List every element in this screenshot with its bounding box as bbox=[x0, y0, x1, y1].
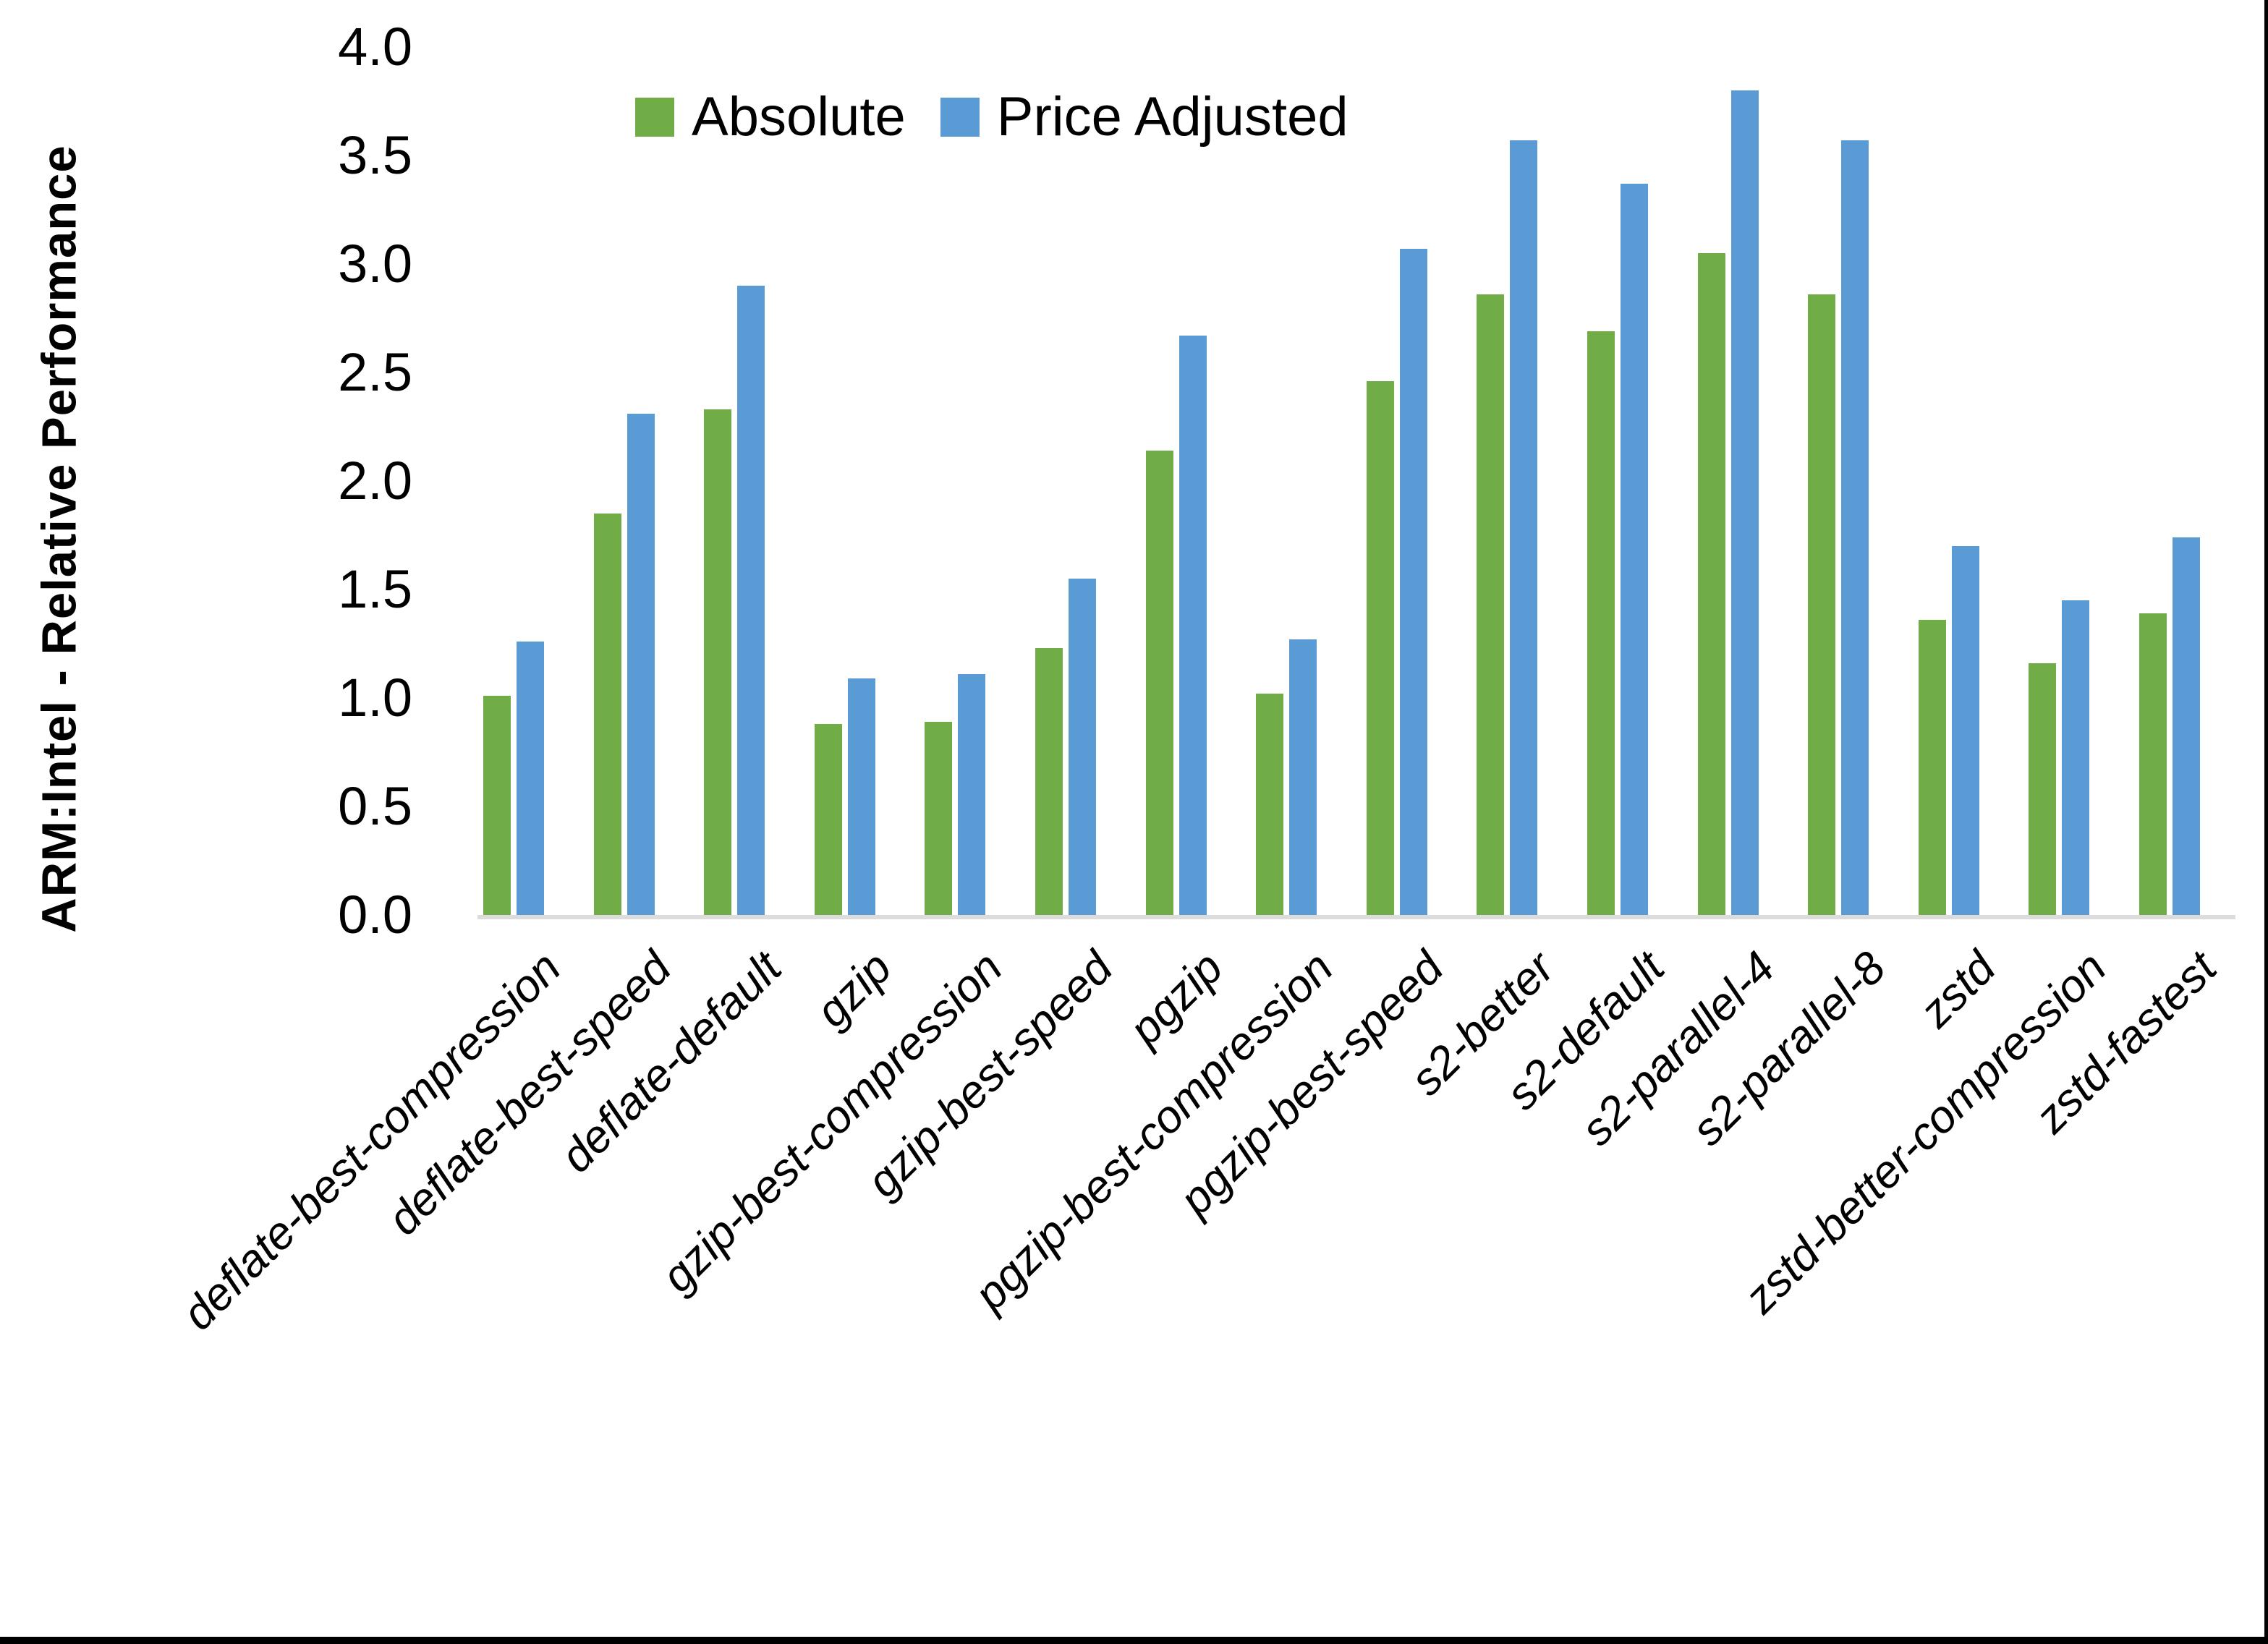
legend-swatch-absolute-icon bbox=[635, 97, 674, 137]
legend: Absolute Price Adjusted bbox=[635, 85, 1349, 148]
bar-price-adjusted bbox=[2062, 600, 2090, 915]
bar-price-adjusted bbox=[1841, 140, 1869, 915]
bar-price-adjusted bbox=[1178, 336, 1207, 915]
bar-price-adjusted bbox=[1289, 639, 1317, 915]
x-axis-line bbox=[477, 915, 2235, 919]
y-tick-label: 1.0 bbox=[338, 668, 412, 728]
bar-absolute bbox=[1697, 253, 1725, 915]
bottom-border bbox=[0, 1637, 2268, 1644]
y-tick-label: 2.5 bbox=[338, 342, 412, 402]
bar-absolute bbox=[704, 409, 732, 915]
bar-absolute bbox=[2029, 663, 2057, 915]
bar-price-adjusted bbox=[1951, 546, 1979, 915]
bar-absolute bbox=[814, 724, 842, 915]
bar-price-adjusted bbox=[847, 678, 875, 915]
bar-absolute bbox=[2139, 613, 2167, 915]
y-tick-label: 4.0 bbox=[338, 17, 412, 77]
legend-item-absolute: Absolute bbox=[635, 85, 906, 148]
bar-absolute bbox=[1587, 331, 1615, 915]
bar-absolute bbox=[1366, 381, 1394, 915]
bar-price-adjusted bbox=[627, 414, 655, 915]
bar-price-adjusted bbox=[2173, 537, 2200, 915]
legend-label-price-adjusted: Price Adjusted bbox=[996, 86, 1349, 148]
y-tick-label: 2.0 bbox=[338, 451, 412, 511]
bar-absolute bbox=[925, 722, 953, 915]
bar-absolute bbox=[1477, 294, 1505, 915]
bar-price-adjusted bbox=[1621, 184, 1648, 915]
y-tick-label: 3.5 bbox=[338, 125, 412, 185]
bar-absolute bbox=[1145, 451, 1173, 915]
y-tick-label: 0.0 bbox=[338, 885, 412, 945]
bar-absolute bbox=[1808, 294, 1836, 915]
y-tick-label: 3.0 bbox=[338, 234, 412, 294]
bar-absolute bbox=[1918, 620, 1946, 915]
bar-price-adjusted bbox=[517, 642, 544, 915]
bar-absolute bbox=[1035, 648, 1063, 915]
legend-swatch-price-adjusted-icon bbox=[940, 97, 980, 137]
legend-label-absolute: Absolute bbox=[692, 86, 906, 148]
bar-price-adjusted bbox=[737, 286, 765, 915]
right-border bbox=[2264, 0, 2268, 1644]
bar-price-adjusted bbox=[958, 674, 986, 915]
plot-area bbox=[477, 47, 2235, 919]
bar-price-adjusted bbox=[1730, 90, 1759, 915]
bar-absolute bbox=[483, 696, 511, 915]
bar-price-adjusted bbox=[1069, 579, 1096, 915]
bar-absolute bbox=[593, 514, 621, 915]
bar-price-adjusted bbox=[1510, 140, 1538, 915]
legend-item-price-adjusted: Price Adjusted bbox=[940, 85, 1349, 148]
y-tick-label: 0.5 bbox=[338, 776, 412, 836]
bar-price-adjusted bbox=[1399, 249, 1427, 915]
y-axis-title: ARM:Intel - Relative Performance bbox=[32, 145, 87, 933]
y-tick-label: 1.5 bbox=[338, 559, 412, 619]
bar-absolute bbox=[1256, 694, 1284, 915]
